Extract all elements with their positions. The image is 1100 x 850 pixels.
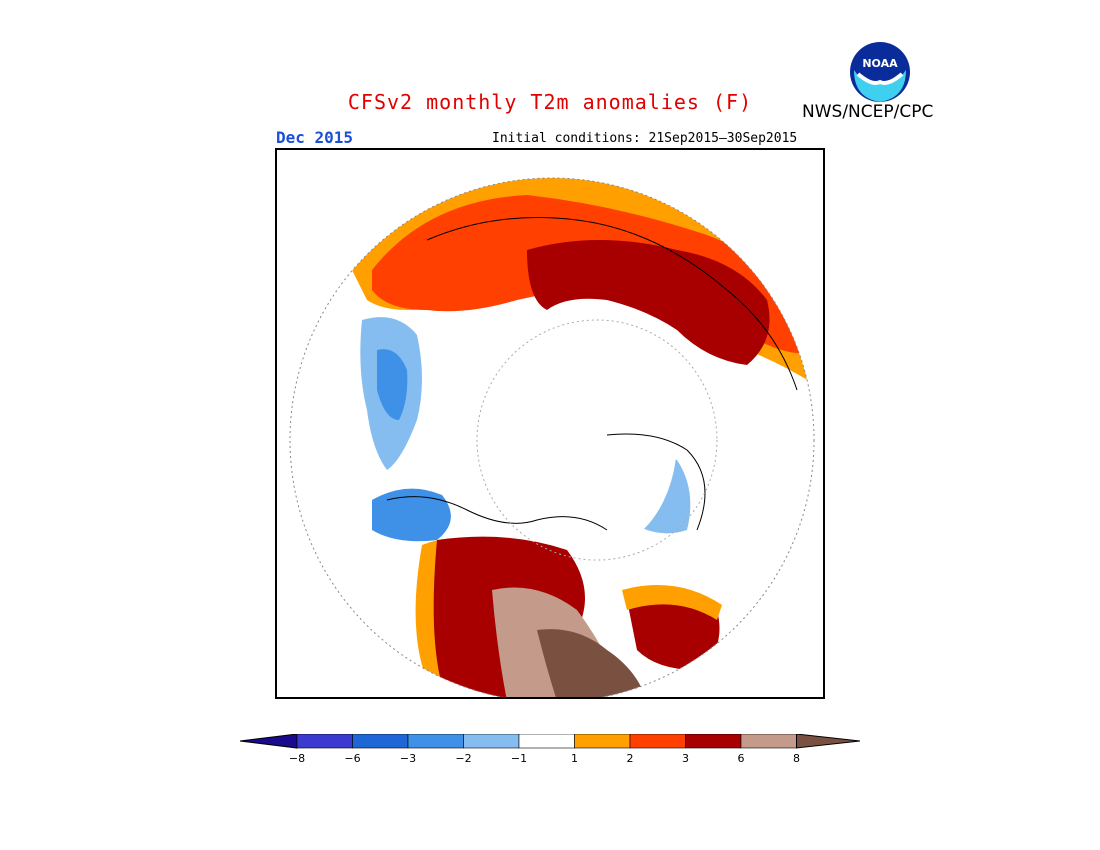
anomaly-region-plus1-greenland — [622, 585, 722, 620]
anomaly-region-plus8-canada — [537, 629, 647, 697]
coastline-asia — [426, 217, 798, 391]
latitude-circle-inner — [476, 319, 718, 561]
colorbar-tick-label: −2 — [455, 752, 472, 765]
map-frame — [275, 148, 825, 699]
colorbar-extend-low — [239, 733, 298, 749]
agency-label: NWS/NCEP/CPC — [802, 102, 934, 122]
anomaly-region-plus3-siberia — [527, 240, 770, 365]
colorbar-segment — [685, 733, 742, 749]
colorbar-segment — [574, 733, 631, 749]
colorbar-tick-label: −3 — [399, 752, 417, 765]
colorbar-tick-label: 2 — [626, 752, 634, 765]
colorbar-extend-high — [796, 733, 861, 749]
colorbar — [239, 733, 861, 774]
polar-map — [289, 177, 815, 697]
noaa-logo-text: NOAA — [862, 57, 898, 70]
colorbar-segment — [352, 733, 409, 749]
coastline-namerica — [386, 496, 608, 531]
colorbar-tick-label: −6 — [344, 752, 361, 765]
latitude-circle-outer — [289, 177, 815, 697]
colorbar-tick-label: 8 — [793, 752, 800, 765]
forecast-month: Dec 2015 — [276, 128, 354, 147]
anomaly-region-plus3-greenland — [627, 592, 720, 670]
colorbar-segment — [518, 733, 575, 749]
noaa-logo: NOAA — [848, 40, 912, 104]
colorbar-segment — [296, 733, 353, 749]
colorbar-tick-label: 3 — [682, 752, 689, 765]
colorbar-tick-label: 1 — [571, 752, 578, 765]
colorbar-segment — [463, 733, 520, 749]
colorbar-segment — [407, 733, 464, 749]
coastline-europe — [606, 433, 706, 531]
colorbar-tick-label: −1 — [510, 752, 528, 765]
map-title: CFSv2 monthly T2m anomalies (F) — [347, 90, 753, 114]
colorbar-graphic — [239, 733, 861, 749]
colorbar-tick-label: −8 — [288, 752, 306, 765]
colorbar-segment — [740, 733, 797, 749]
anomaly-region-minus-alaska-core — [377, 349, 408, 420]
anomaly-region-minus-canada — [372, 488, 451, 542]
colorbar-segment — [629, 733, 686, 749]
colorbar-tick-label: 6 — [737, 752, 745, 765]
polar-cap — [517, 330, 677, 550]
initial-conditions: Initial conditions: 21Sep2015—30Sep2015 — [492, 131, 798, 146]
